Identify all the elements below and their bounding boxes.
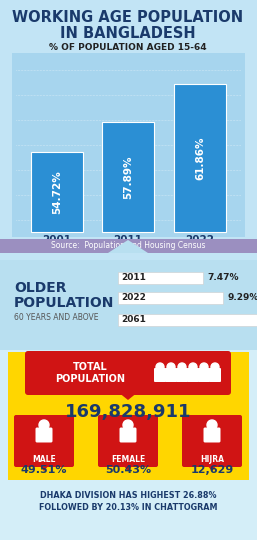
- Circle shape: [167, 363, 175, 371]
- Circle shape: [200, 363, 208, 371]
- Text: % OF POPULATION AGED 15-64: % OF POPULATION AGED 15-64: [49, 43, 207, 51]
- Text: 169,828,911: 169,828,911: [65, 403, 191, 421]
- FancyBboxPatch shape: [118, 292, 223, 304]
- FancyBboxPatch shape: [187, 368, 199, 382]
- Text: IN BANGLADESH: IN BANGLADESH: [60, 25, 196, 40]
- Text: 7.47%: 7.47%: [207, 273, 238, 282]
- Text: 9.29%: 9.29%: [227, 294, 257, 302]
- FancyBboxPatch shape: [0, 260, 257, 350]
- Polygon shape: [39, 465, 49, 471]
- FancyBboxPatch shape: [176, 368, 188, 382]
- FancyBboxPatch shape: [98, 415, 158, 467]
- Circle shape: [189, 363, 197, 371]
- FancyBboxPatch shape: [204, 428, 221, 442]
- FancyBboxPatch shape: [181, 415, 243, 475]
- FancyBboxPatch shape: [118, 314, 257, 326]
- FancyBboxPatch shape: [209, 368, 221, 382]
- FancyBboxPatch shape: [102, 122, 154, 232]
- Text: WORKING AGE POPULATION: WORKING AGE POPULATION: [12, 10, 244, 25]
- Polygon shape: [118, 392, 138, 400]
- FancyBboxPatch shape: [182, 415, 242, 467]
- Circle shape: [211, 363, 219, 371]
- Circle shape: [39, 420, 49, 430]
- Text: FEMALE: FEMALE: [111, 455, 145, 463]
- Text: POPULATION: POPULATION: [14, 296, 114, 310]
- Text: 2011: 2011: [122, 273, 146, 282]
- FancyBboxPatch shape: [0, 239, 257, 253]
- FancyBboxPatch shape: [31, 152, 83, 232]
- Circle shape: [156, 363, 164, 371]
- Text: 60 YEARS AND ABOVE: 60 YEARS AND ABOVE: [14, 314, 98, 322]
- Text: 49.51%: 49.51%: [21, 465, 67, 475]
- Text: 2061: 2061: [122, 315, 146, 325]
- FancyBboxPatch shape: [8, 352, 249, 480]
- Text: 61.86%: 61.86%: [195, 136, 205, 180]
- Text: DHAKA DIVISION HAS HIGHEST 26.88%: DHAKA DIVISION HAS HIGHEST 26.88%: [40, 491, 216, 501]
- Text: FOLLOWED BY 20.13% IN CHATTOGRAM: FOLLOWED BY 20.13% IN CHATTOGRAM: [39, 503, 217, 511]
- FancyBboxPatch shape: [25, 351, 231, 395]
- Polygon shape: [123, 465, 133, 471]
- Polygon shape: [108, 240, 148, 253]
- Text: 57.89%: 57.89%: [123, 156, 133, 199]
- FancyBboxPatch shape: [198, 368, 210, 382]
- FancyBboxPatch shape: [97, 415, 159, 475]
- Text: HIJRA: HIJRA: [200, 455, 224, 463]
- Polygon shape: [207, 465, 217, 471]
- Circle shape: [178, 363, 186, 371]
- Text: 50.43%: 50.43%: [105, 465, 151, 475]
- Circle shape: [123, 420, 133, 430]
- Text: 2011: 2011: [114, 235, 142, 245]
- FancyBboxPatch shape: [13, 415, 75, 475]
- FancyBboxPatch shape: [0, 350, 257, 540]
- FancyBboxPatch shape: [120, 428, 136, 442]
- FancyBboxPatch shape: [118, 272, 203, 284]
- Text: 2001: 2001: [42, 235, 71, 245]
- Text: TOTAL
POPULATION: TOTAL POPULATION: [55, 362, 125, 384]
- Text: 2022: 2022: [186, 235, 215, 245]
- Text: OLDER: OLDER: [14, 281, 67, 295]
- FancyBboxPatch shape: [174, 84, 226, 232]
- Text: MALE: MALE: [32, 455, 56, 463]
- FancyBboxPatch shape: [14, 415, 74, 467]
- FancyBboxPatch shape: [165, 368, 177, 382]
- Text: 12,629: 12,629: [190, 465, 234, 475]
- Text: 2022: 2022: [122, 294, 146, 302]
- Text: 54.72%: 54.72%: [52, 170, 62, 214]
- FancyBboxPatch shape: [0, 0, 257, 260]
- FancyBboxPatch shape: [35, 428, 52, 442]
- FancyBboxPatch shape: [154, 368, 166, 382]
- Text: Source:  Population and Housing Census: Source: Population and Housing Census: [51, 241, 205, 251]
- FancyBboxPatch shape: [12, 53, 245, 237]
- Circle shape: [207, 420, 217, 430]
